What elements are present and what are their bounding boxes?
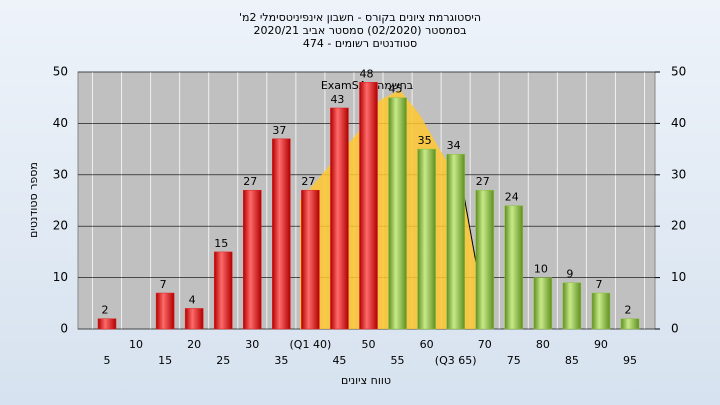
data-label: 27 — [301, 175, 315, 188]
x-tick-label: 25 — [216, 354, 230, 367]
data-label: 2 — [102, 304, 109, 317]
x-tick-label: 30 — [245, 338, 259, 351]
y2-tick-label: 20 — [671, 219, 686, 233]
data-label: 7 — [595, 278, 602, 291]
data-label: 9 — [566, 268, 573, 281]
bar — [533, 277, 553, 330]
x-tick-label: 95 — [623, 354, 637, 367]
chart-subtitle: בסמסטר (02/2020) סמסטר אביב 2020/21 — [253, 24, 466, 37]
y-tick-label: 20 — [53, 219, 68, 233]
y2-tick-label: 0 — [671, 322, 679, 336]
bar — [243, 189, 262, 330]
bar — [504, 205, 524, 330]
data-label: 48 — [360, 67, 374, 80]
x-tick-label: 80 — [536, 338, 550, 351]
x-tick-label: 85 — [565, 354, 579, 367]
bar — [475, 189, 494, 330]
x-tick-label: 50 — [362, 338, 376, 351]
bar — [620, 318, 640, 330]
chart-title: היסטוגרמת ציונים בקורס - חשבון אינפיניטס… — [239, 11, 481, 24]
bar — [213, 251, 233, 330]
data-label: 34 — [447, 139, 461, 152]
y2-tick-label: 50 — [671, 65, 686, 79]
data-label: 10 — [534, 263, 548, 276]
data-label: 7 — [160, 278, 167, 291]
x-tick-label: 5 — [104, 354, 111, 367]
bar — [591, 292, 611, 330]
data-label: 24 — [505, 191, 519, 204]
y-tick-label: 40 — [53, 116, 68, 130]
bar — [446, 153, 465, 330]
y2-tick-label: 10 — [671, 270, 686, 284]
x-tick-label: 20 — [187, 338, 201, 351]
x-tick-label: (Q1 40) — [290, 338, 332, 351]
x-tick-label: 55 — [391, 354, 405, 367]
x-axis-label: טווח ציונים — [341, 374, 391, 387]
bar — [417, 148, 436, 330]
data-label: 35 — [418, 134, 432, 147]
bar — [359, 82, 378, 330]
data-label: 2 — [625, 304, 632, 317]
y-tick-label: 10 — [53, 270, 68, 284]
x-tick-label: 15 — [158, 354, 172, 367]
x-tick-label: 75 — [507, 354, 521, 367]
bar — [272, 138, 291, 330]
y-axis-label: מספר סטודנטים — [27, 162, 40, 238]
y-tick-label: 50 — [53, 65, 68, 79]
bar — [184, 308, 204, 330]
x-tick-label: 45 — [332, 354, 346, 367]
bar — [388, 97, 407, 330]
y-tick-label: 30 — [53, 167, 68, 181]
bar — [330, 107, 349, 330]
x-tick-label: (Q3 65) — [435, 354, 477, 367]
bar — [155, 292, 175, 330]
data-label: 37 — [272, 124, 286, 137]
data-label: 4 — [189, 293, 196, 306]
y2-tick-label: 40 — [671, 116, 686, 130]
bar — [562, 282, 582, 330]
data-label: 15 — [214, 237, 228, 250]
data-label: 43 — [330, 93, 344, 106]
y-tick-label: 0 — [60, 322, 68, 336]
bar — [97, 318, 117, 330]
x-tick-label: 90 — [594, 338, 608, 351]
bar — [301, 189, 320, 330]
chart-subtitle: סטודנטים רשומים - 474 — [303, 37, 417, 50]
data-label: 45 — [389, 83, 403, 96]
data-label: 27 — [476, 175, 490, 188]
x-tick-label: 35 — [274, 354, 288, 367]
x-tick-label: 60 — [420, 338, 434, 351]
x-tick-label: 10 — [129, 338, 143, 351]
data-label: 27 — [243, 175, 257, 188]
x-tick-label: 70 — [478, 338, 492, 351]
y2-tick-label: 30 — [671, 167, 686, 181]
